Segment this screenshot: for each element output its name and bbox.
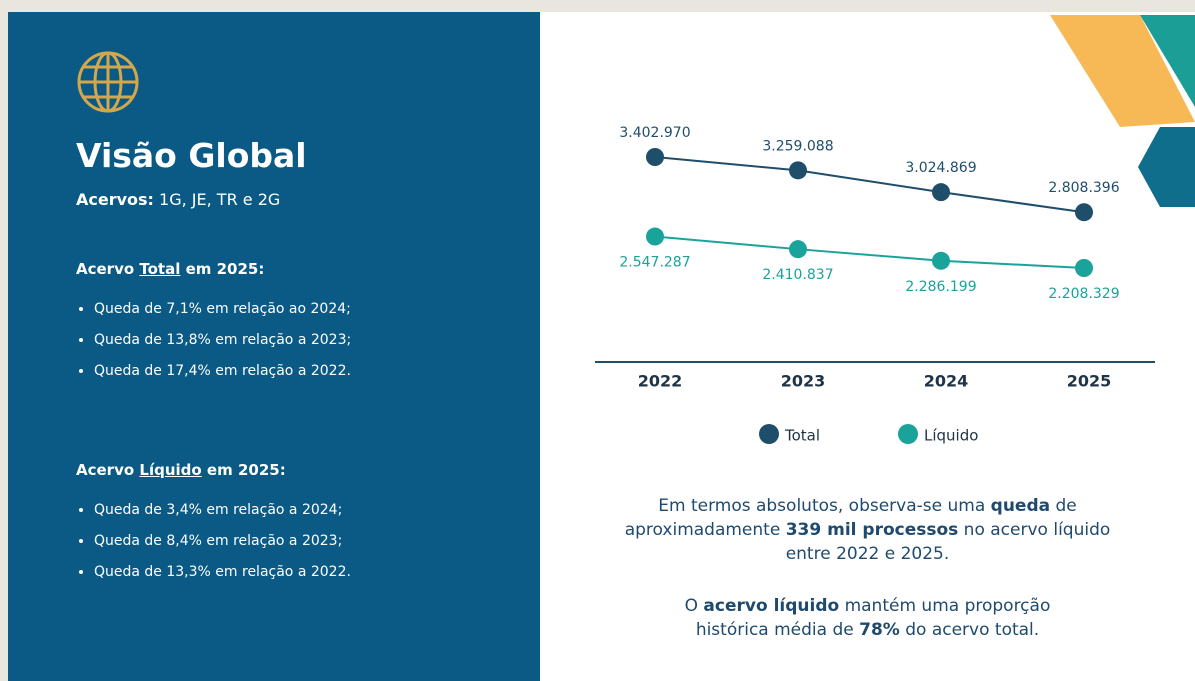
text-segment: no acervo líquido (958, 520, 1111, 540)
data-label: 3.259.088 (762, 138, 833, 154)
series-line (654, 156, 1085, 214)
x-tick-label: 2024 (924, 372, 969, 391)
text-segment: do acervo total. (899, 620, 1040, 640)
note-line: Em termos absolutos, observa-se uma qued… (540, 494, 1195, 518)
title: Visão Global (76, 136, 307, 175)
bullet: Queda de 8,4% em relação a 2023; (94, 526, 351, 557)
note-line: O acervo líquido mantém uma proporção (540, 594, 1195, 618)
series-line (654, 235, 1085, 269)
data-label: 2.547.287 (619, 255, 690, 271)
text-segment: 1G, JE, TR e 2G (153, 190, 281, 209)
decor (1140, 15, 1195, 107)
x-tick-label: 2023 (781, 372, 826, 391)
note-line: aproximadamente 339 mil processos no ace… (540, 518, 1195, 542)
left-panel: Visão Global Acervos: 1G, JE, TR e 2G Ac… (8, 12, 540, 681)
data-label: 3.024.869 (905, 160, 976, 176)
text-segment: aproximadamente (624, 520, 786, 540)
section-heading: Acervo Líquido em 2025: (76, 461, 286, 479)
text-segment: O (684, 596, 704, 616)
text-segment: Líquido (139, 461, 202, 479)
data-point (1075, 259, 1093, 277)
data-label: 2.410.837 (762, 267, 833, 283)
text-segment: acervo líquido (703, 596, 840, 616)
text-segment: queda (990, 496, 1051, 516)
data-point (1075, 203, 1093, 222)
data-point (646, 227, 664, 246)
data-point (646, 148, 664, 166)
decor (1050, 15, 1195, 127)
text-segment: histórica média de (695, 620, 860, 640)
text-segment: Acervo (76, 461, 140, 479)
data-label: 2.808.396 (1048, 180, 1119, 196)
note-line: histórica média de 78% do acervo total. (540, 618, 1195, 642)
data-label: 2.286.199 (905, 279, 976, 295)
note: O acervo líquido mantém uma proporção his… (540, 594, 1195, 642)
text-segment: entre 2022 e 2025. (785, 544, 950, 564)
section-heading: Acervo Total em 2025: (76, 260, 264, 278)
bullet: Queda de 13,3% em relação a 2022. (94, 557, 351, 588)
bullet-list: Queda de 7,1% em relação ao 2024;Queda d… (76, 294, 351, 387)
bullet: Queda de 3,4% em relação a 2024; (94, 495, 351, 526)
text-segment: em 2025: (180, 260, 265, 278)
text-segment: mantém uma proporção (839, 596, 1051, 616)
x-tick-label: 2025 (1067, 372, 1112, 391)
data-point (789, 161, 807, 180)
legend-marker (759, 424, 779, 444)
text-segment: Em termos absolutos, observa-se uma (658, 496, 991, 516)
bullet: Queda de 13,8% em relação a 2023; (94, 325, 351, 356)
data-point (789, 240, 807, 259)
data-point (932, 183, 950, 202)
bullet: Queda de 17,4% em relação a 2022. (94, 356, 351, 387)
decor (1138, 127, 1195, 207)
legend-marker (898, 424, 918, 444)
text-segment: de (1050, 496, 1077, 516)
text-segment: Acervos: (76, 190, 154, 209)
bullet: Queda de 7,1% em relação ao 2024; (94, 294, 351, 325)
x-tick-label: 2022 (638, 372, 683, 391)
data-point (932, 251, 950, 270)
text-segment: 78% (859, 620, 900, 640)
legend-label: Líquido (924, 427, 978, 445)
right-panel: 2022 2023 2024 2025 3.402.970 3.259.088 3.024.… (540, 12, 1195, 681)
note-line: entre 2022 e 2025. (540, 542, 1195, 566)
data-label: 2.208.329 (1048, 286, 1119, 302)
text-segment: Acervo (76, 260, 140, 278)
text-segment: em 2025: (201, 461, 286, 479)
data-label: 3.402.970 (619, 125, 690, 141)
text-segment: 339 mil processos (785, 520, 959, 540)
text-segment: Total (139, 260, 181, 278)
legend-label: Total (784, 427, 820, 445)
note: Em termos absolutos, observa-se uma qued… (540, 494, 1195, 566)
bullet-list: Queda de 3,4% em relação a 2024;Queda de… (76, 495, 351, 588)
chart: 2022 2023 2024 2025 3.402.970 3.259.088 3.024.… (595, 15, 1195, 445)
subtitle: Acervos: 1G, JE, TR e 2G (76, 190, 280, 209)
globe-icon (77, 51, 139, 113)
